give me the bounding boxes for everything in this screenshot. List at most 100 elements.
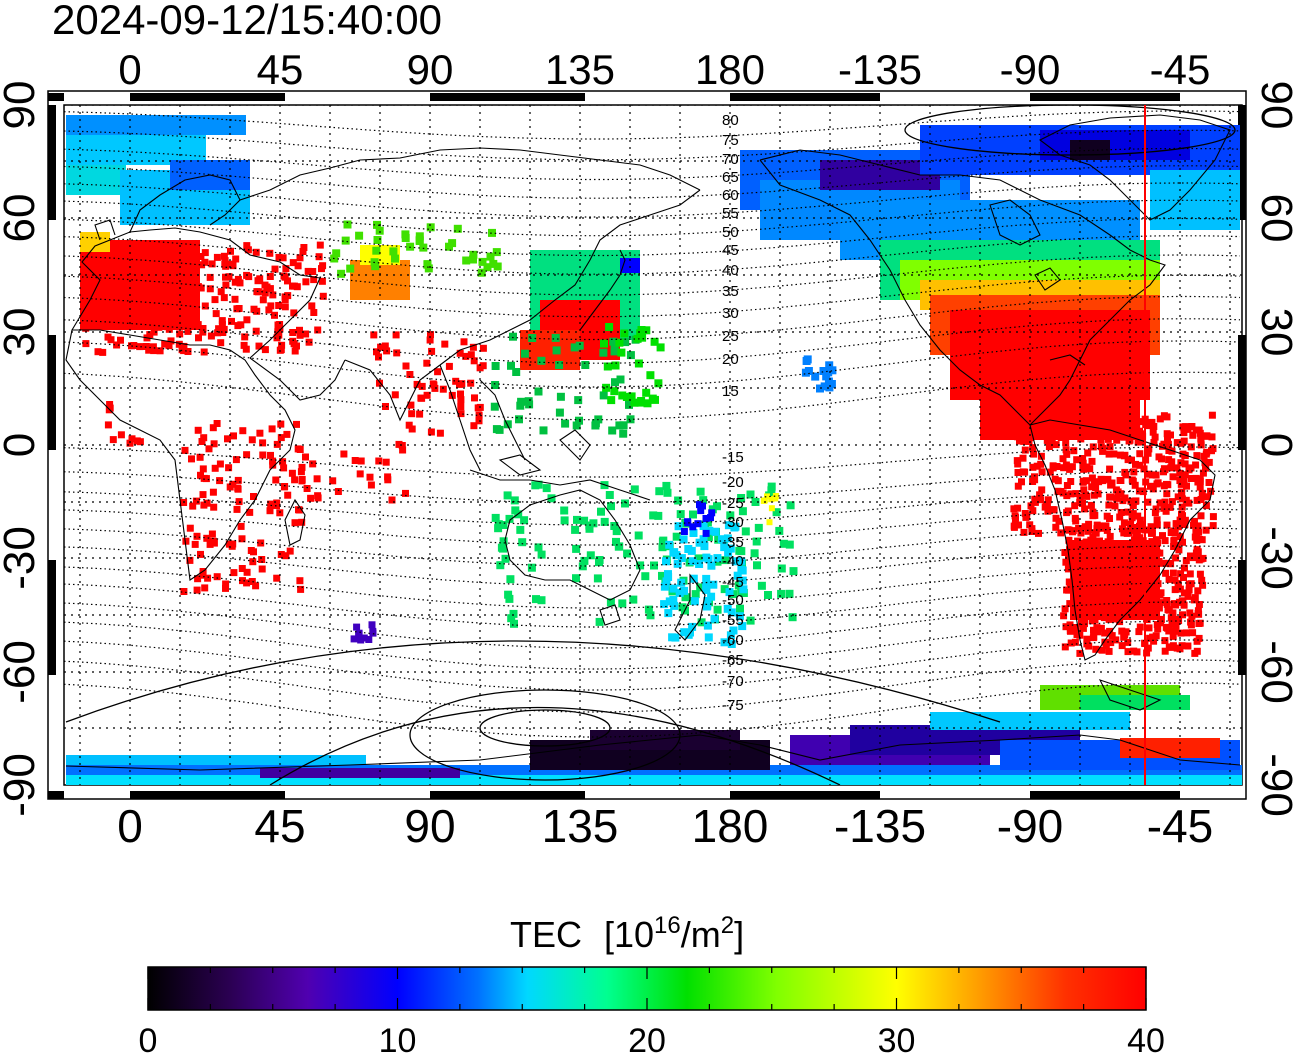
tec-cell: [1125, 414, 1133, 422]
tec-cell: [104, 267, 112, 275]
tec-cell: [427, 428, 435, 436]
tec-cell: [1120, 738, 1220, 758]
tec-cell: [1073, 456, 1081, 464]
tec-cell: [694, 554, 703, 563]
tec-cell: [143, 278, 151, 286]
tec-cell: [469, 250, 478, 259]
colorbar-tick-label: 40: [1127, 1022, 1165, 1057]
tec-cell: [1148, 471, 1156, 479]
tec-cell: [671, 633, 680, 642]
tec-cell: [296, 254, 304, 262]
tec-cell: [665, 540, 674, 549]
tec-cell: [115, 310, 123, 318]
tec-cell: [713, 605, 722, 614]
tec-cell: [649, 511, 658, 520]
tec-cell: [1080, 486, 1088, 494]
tec-cell: [341, 236, 350, 245]
tec-cell: [1102, 522, 1110, 530]
tec-cell: [66, 115, 246, 135]
tec-cell: [768, 505, 775, 512]
contour-label: -25: [722, 495, 744, 512]
tec-cell: [694, 520, 702, 528]
tec-cell: [298, 477, 306, 485]
tec-cell: [201, 258, 209, 266]
tec-cell: [1103, 526, 1111, 534]
tec-cell: [1136, 534, 1144, 542]
tec-cell: [1181, 460, 1189, 468]
tec-cell: [249, 558, 257, 566]
tec-cell: [1091, 414, 1099, 422]
tec-cell: [1129, 510, 1137, 518]
tec-cell: [1199, 469, 1207, 477]
tec-cell: [239, 577, 246, 585]
tec-cell: [1170, 537, 1178, 545]
tec-cell: [1068, 421, 1076, 429]
tec-cell: [1173, 644, 1181, 652]
tec-cell: [273, 440, 281, 448]
tec-cell: [1034, 427, 1042, 435]
tec-cell: [1202, 526, 1210, 534]
tec-cell: [1149, 485, 1157, 493]
tec-cell: [261, 289, 269, 297]
tec-cell: [578, 562, 587, 571]
tec-cell: [707, 592, 716, 601]
tec-cell: [213, 253, 221, 261]
left-lat-label: -30: [0, 526, 44, 590]
tec-cell: [1161, 466, 1169, 474]
contour-label: 70: [722, 151, 739, 168]
bottom-lon-label: -135: [834, 800, 926, 852]
tec-cell: [111, 261, 118, 269]
tec-cell: [271, 265, 279, 273]
tec-cell: [234, 476, 242, 484]
tec-cell: [241, 333, 249, 341]
tec-cell: [314, 492, 322, 500]
contour-label: 65: [722, 169, 739, 186]
tec-cell: [539, 426, 548, 435]
timestamp: 2024-09-12/15:40:00: [52, 0, 442, 43]
tec-cell: [630, 485, 639, 494]
tec-cell: [194, 321, 202, 329]
tec-cell: [445, 362, 453, 370]
tec-cell: [737, 565, 746, 574]
tec-cell: [220, 294, 228, 302]
tec-cell: [1069, 528, 1076, 536]
right-lat-label: 60: [1252, 194, 1294, 243]
top-lon-label: 180: [695, 46, 765, 93]
left-lat-label: -60: [0, 640, 44, 704]
tec-cell: [99, 283, 107, 291]
tec-cell: [1169, 632, 1177, 640]
tec-cell: [611, 378, 619, 387]
tec-cell: [1168, 620, 1176, 628]
tec-cell: [711, 527, 720, 536]
top-lon-label: -90: [1000, 46, 1061, 93]
tec-cell: [201, 302, 209, 310]
tec-cell: [423, 260, 432, 269]
tec-cell: [194, 426, 202, 434]
tec-cell: [284, 277, 291, 285]
tec-cell: [822, 372, 831, 381]
tec-cell: [152, 245, 160, 253]
tec-cell: [492, 248, 501, 257]
tec-cell: [669, 548, 678, 557]
tec-cell: [1128, 514, 1136, 522]
tec-cell: [738, 507, 747, 516]
tec-cell: [290, 340, 298, 348]
tec-cell: [764, 493, 770, 500]
tec-cell: [676, 510, 685, 519]
tec-cell: [302, 330, 310, 338]
tec-cell: [1041, 431, 1049, 438]
tec-cell: [772, 508, 781, 517]
tec-cell: [234, 322, 242, 330]
colorbar-tick-label: 10: [379, 1022, 417, 1057]
tec-cell: [612, 527, 621, 536]
tec-cell: [561, 419, 570, 428]
tec-cell: [297, 468, 305, 476]
tec-cell: [1099, 447, 1107, 455]
tec-cell: [1159, 559, 1167, 567]
contour-label: -50: [722, 592, 744, 609]
tec-cell: [1163, 600, 1171, 608]
tec-cell: [477, 268, 486, 277]
tec-cell: [575, 341, 584, 350]
tec-cell: [299, 248, 307, 255]
tec-cell: [1107, 639, 1115, 647]
